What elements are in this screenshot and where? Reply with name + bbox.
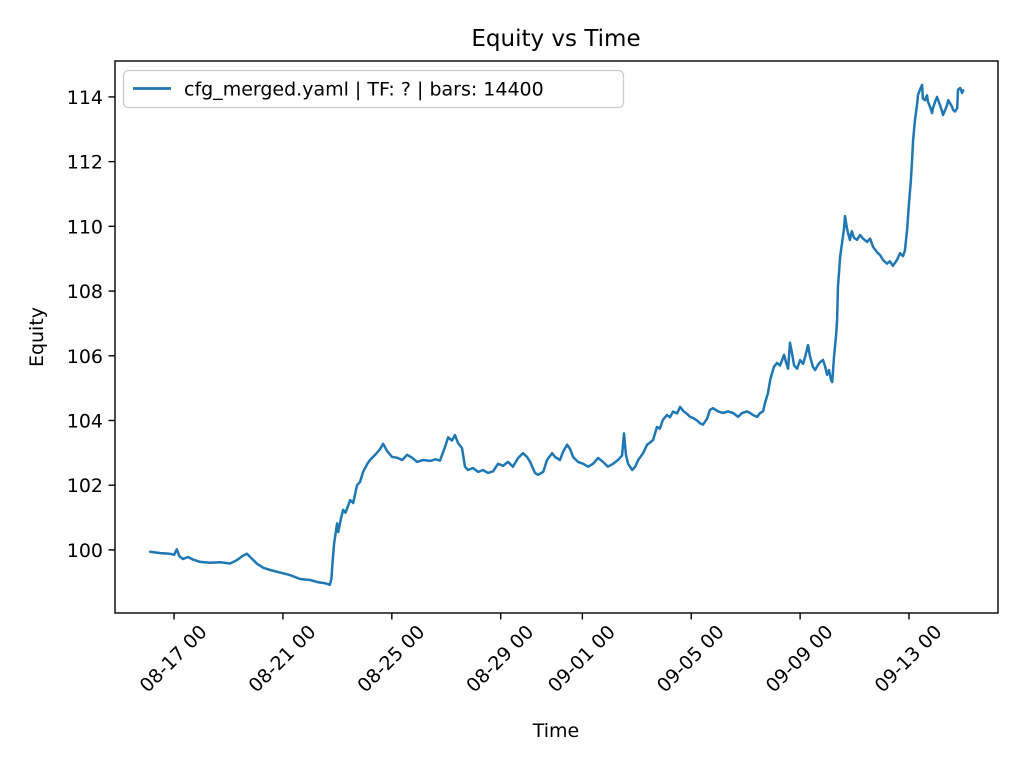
- legend: cfg_merged.yaml | TF: ? | bars: 14400: [122, 69, 625, 109]
- x-tick-label: 09-05 00: [653, 621, 729, 697]
- y-tick-label: 110: [67, 216, 103, 238]
- legend-box: [122, 69, 625, 109]
- x-tick-label: 08-17 00: [136, 621, 212, 697]
- x-tick-label: 09-09 00: [762, 621, 838, 697]
- x-axis-ticks: 08-17 00 08-21 00 08-25 00 08-29 00 09-01 00…: [136, 613, 947, 697]
- y-tick-label: 100: [67, 540, 103, 562]
- y-tick-label: 104: [67, 410, 103, 432]
- x-axis-label: Time: [532, 720, 580, 742]
- x-tick-label: 09-01 00: [544, 621, 620, 697]
- chart-title: Equity vs Time: [471, 26, 640, 52]
- equity-line: [148, 83, 965, 587]
- y-tick-label: 102: [67, 475, 103, 497]
- plot-border: [114, 60, 999, 614]
- y-tick-label: 112: [67, 152, 103, 174]
- y-tick-label: 114: [67, 87, 103, 109]
- y-tick-label: 108: [67, 281, 103, 303]
- x-tick-label: 08-21 00: [245, 621, 321, 697]
- legend-label: cfg_merged.yaml | TF: ? | bars: 14400: [184, 79, 544, 101]
- y-tick-label: 106: [67, 346, 103, 368]
- y-axis-ticks: 100 102 104 106 108 110 112 114: [67, 87, 115, 562]
- y-axis-label: Equity: [26, 307, 48, 367]
- x-tick-label: 08-25 00: [353, 621, 429, 697]
- x-tick-label: 09-13 00: [871, 621, 947, 697]
- x-tick-label: 08-29 00: [462, 621, 538, 697]
